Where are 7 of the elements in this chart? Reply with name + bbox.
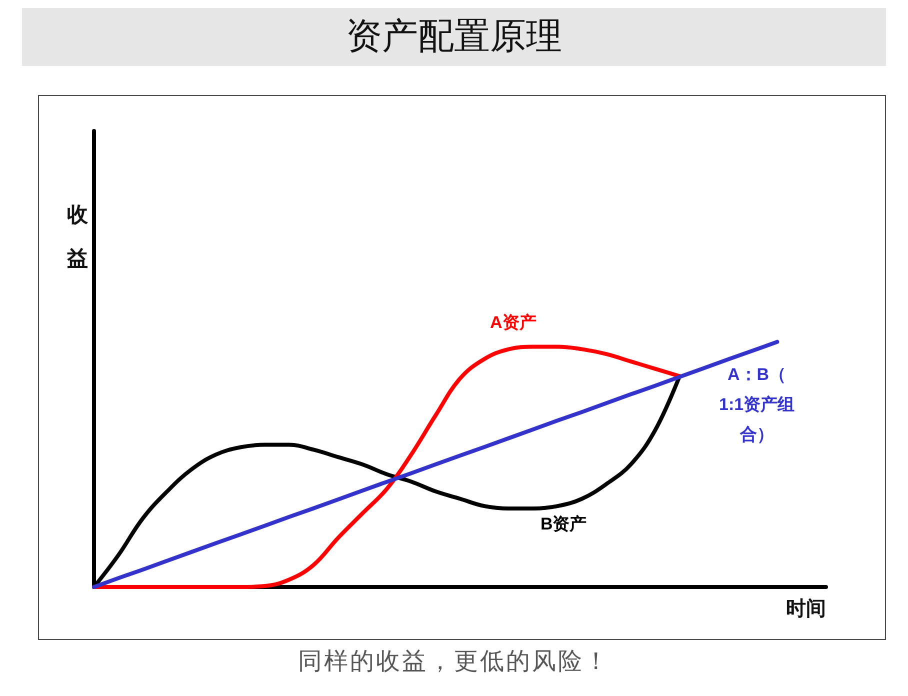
y-axis-title: 收益	[67, 204, 89, 270]
series-label: A：B（1:1资产组合）	[719, 365, 795, 444]
text: 同样的收益，更低的风险！	[297, 646, 611, 677]
x-axis-title: 时间	[786, 598, 826, 620]
chart-title: 资产配置原理	[22, 8, 886, 66]
series-label: A资产	[490, 313, 536, 332]
series-label: B资产	[540, 514, 587, 534]
